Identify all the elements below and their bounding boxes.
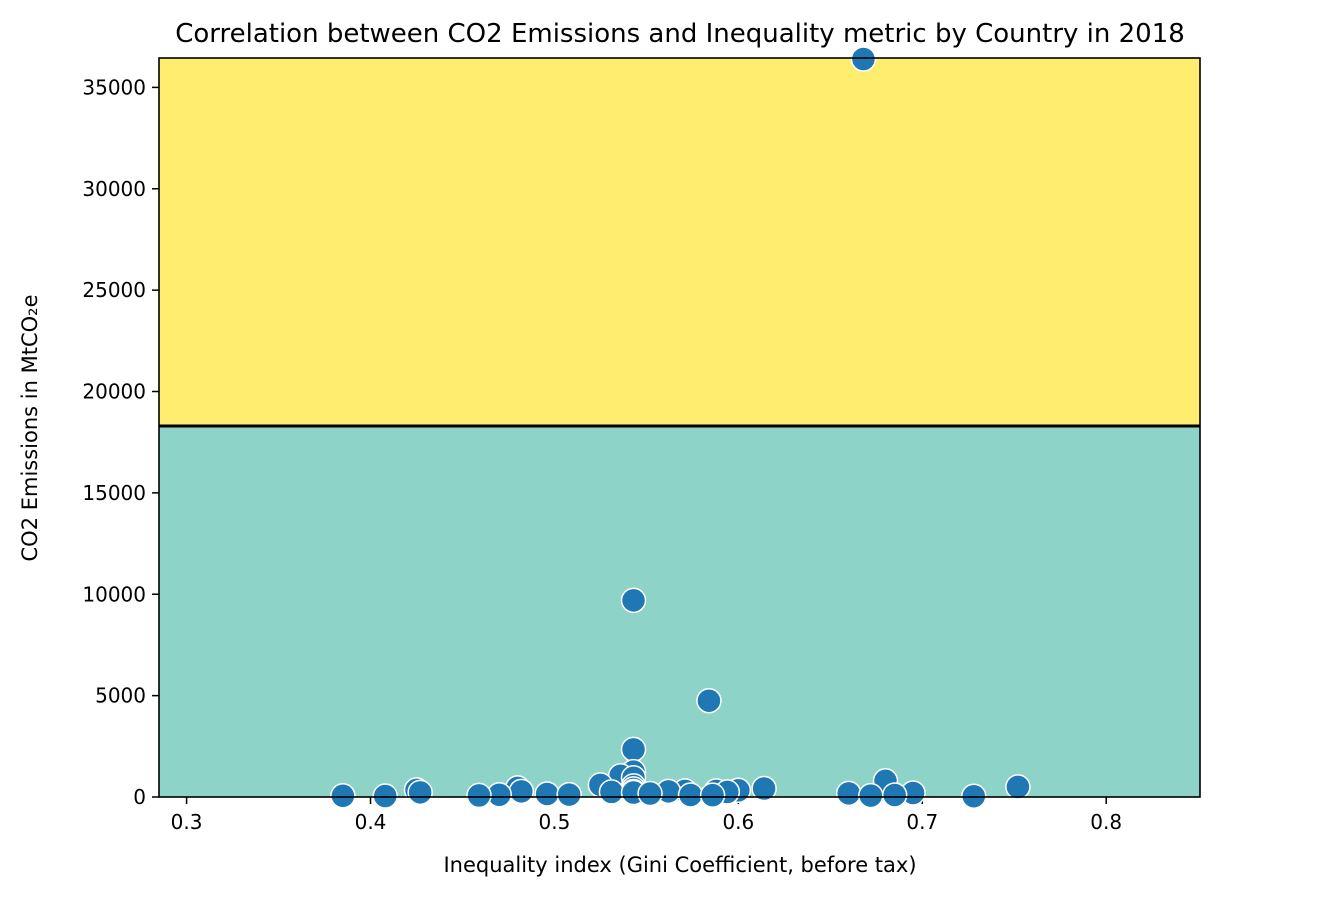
band-0 (159, 425, 1200, 797)
band-1 (159, 58, 1200, 426)
plot-frame (158, 57, 1201, 798)
data-point (677, 782, 704, 808)
data-point (858, 782, 884, 809)
y-tick-label: 5000 (95, 684, 146, 708)
data-point (696, 687, 722, 714)
data-point (407, 779, 433, 806)
data-point (881, 782, 908, 808)
data-point (699, 782, 726, 808)
data-point (1005, 774, 1031, 800)
y-axis-label: CO2 Emissions in MtCO₂e (18, 295, 42, 562)
data-point (961, 783, 987, 809)
x-tick-label: 0.5 (539, 810, 571, 834)
y-tick-label: 30000 (82, 177, 146, 201)
y-tick-label: 15000 (82, 481, 146, 505)
data-points (330, 46, 1031, 809)
x-tick-label: 0.8 (1090, 810, 1122, 834)
data-point (620, 587, 647, 614)
data-point (466, 782, 492, 809)
data-point (620, 736, 647, 763)
y-tick-label: 10000 (82, 582, 146, 606)
x-axis-label: Inequality index (Gini Coefficient, befo… (443, 853, 916, 877)
x-tick-label: 0.4 (355, 810, 387, 834)
data-point (637, 780, 663, 807)
data-point (598, 779, 625, 805)
data-point (556, 781, 582, 808)
x-tick-label: 0.6 (722, 810, 754, 834)
y-tick-label: 20000 (82, 380, 146, 404)
axis-ticks: 0.3 0.4 0.5 0.6 0.7 0.8 0 5000 10000 15000 20000 25… (82, 75, 1122, 834)
data-point (330, 783, 356, 809)
data-point (372, 783, 398, 809)
data-point (751, 775, 777, 802)
y-tick-label: 25000 (82, 278, 146, 302)
data-point (850, 46, 877, 72)
y-tick-label: 35000 (82, 75, 146, 99)
data-point (508, 778, 535, 805)
data-point (835, 780, 862, 807)
x-tick-label: 0.7 (906, 810, 938, 834)
data-point (534, 781, 560, 807)
chart-title: Correlation between CO2 Emissions and In… (175, 19, 1185, 49)
background-bands (159, 58, 1200, 797)
y-tick-label: 0 (133, 785, 146, 809)
x-tick-label: 0.3 (171, 810, 203, 834)
